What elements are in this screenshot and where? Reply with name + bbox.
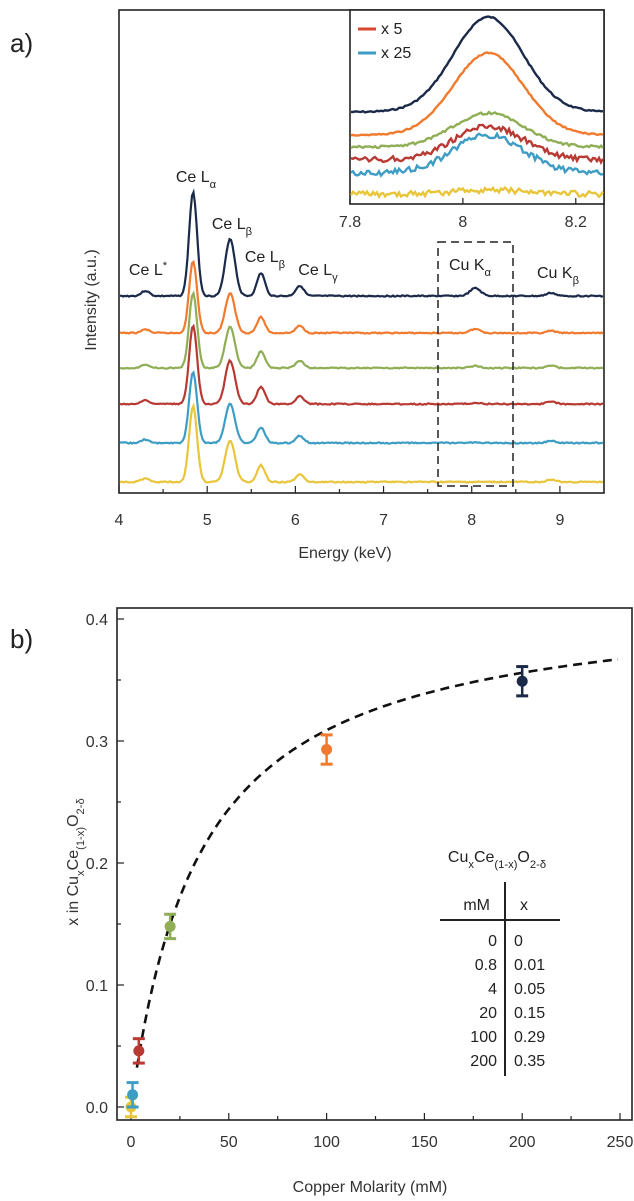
x-tick-label: 4 [115,512,124,529]
cu-ka-region-box [437,241,514,487]
panel-b-data-points [125,665,529,1119]
panel-a-x-axis-title: Energy (keV) [298,545,391,562]
x-tick-label: 9 [555,512,564,529]
panel-a-peak-labels: Ce L* Ce Lα Ce Lβ Ce Lβ Ce Lγ Cu Kα Cu Kβ [129,169,579,287]
peak-label: Ce Lγ [298,262,338,284]
table-cell-x: 0 [514,933,523,950]
data-point [132,1037,145,1065]
peak-label: Ce Lα [176,169,217,191]
inset-spectrum-line [350,123,605,166]
table-title: CuxCe(1-x)O2-δ [448,849,546,871]
panel-b-y-axis-title: x in CuxCe(1-x)O2-δ [65,798,87,925]
panel-a-x-ticks: 4 5 6 7 8 9 [115,486,564,529]
inset-spectrum-line [349,185,605,200]
peak-label: Ce Lβ [245,249,285,271]
table-cell-x: 0.15 [514,1005,545,1022]
y-tick-label: 0.3 [86,734,108,751]
table-cell-mM: 0 [488,933,497,950]
panel-b-label: b) [10,624,33,654]
inset-x-ticks: 7.8 8 8.2 [339,198,587,231]
peak-label: Cu Kα [449,257,492,279]
peak-label: Ce Lβ [212,216,252,238]
table-cell-mM: 4 [488,981,497,998]
inset-spectrum-line [350,131,604,178]
data-point [516,665,529,698]
peak-label: Cu Kβ [537,265,579,287]
spectrum-line [120,370,604,445]
table-cell-mM: 20 [479,1005,497,1022]
inset-legend: x 5 x 25 [358,21,411,62]
data-point [164,912,177,941]
x-tick-label: 7 [379,512,388,529]
fit-curve [135,658,619,1068]
spectrum-line [119,323,604,406]
y-tick-label: 0.1 [86,978,108,995]
panel-b-x-ticks: 0 50 100 150 200 250 [127,1113,634,1151]
table-cell-mM: 0.8 [475,957,497,974]
x-tick-label: 100 [313,1134,340,1151]
panel-a-spectra [119,188,604,484]
composition-table: CuxCe(1-x)O2-δ mM x 0 0 0.8 0.01 4 0.05 20 0.15 100… [440,849,560,1076]
inset-legend-label: x 25 [381,45,411,62]
table-cell-x: 0.01 [514,957,545,974]
inset-legend-label: x 5 [381,21,402,38]
inset-spectrum-line [350,110,604,150]
inset-x-tick-label: 7.8 [339,214,361,231]
data-point [126,1081,139,1109]
peak-label: Ce L* [129,260,168,279]
y-tick-label: 0.2 [86,856,108,873]
spectrum-line [119,402,604,484]
table-header-mM: mM [463,897,490,914]
table-cell-x: 0.29 [514,1029,545,1046]
x-tick-label: 6 [291,512,300,529]
table-cell-x: 0.05 [514,981,545,998]
spectrum-line [119,259,604,335]
panel-b-y-ticks: 0.0 0.1 0.2 0.3 0.4 [86,612,124,1117]
y-tick-label: 0.4 [86,612,108,629]
inset-x-tick-label: 8 [458,214,467,231]
spectrum-line [119,188,604,298]
inset-spectra [349,15,605,200]
data-point [320,733,333,766]
x-tick-label: 200 [509,1134,536,1151]
inset-spectrum-line [350,15,604,114]
x-tick-label: 8 [467,512,476,529]
x-tick-label: 0 [127,1134,136,1151]
table-header-x: x [520,897,528,914]
table-cell-mM: 100 [470,1029,497,1046]
y-tick-label: 0.0 [86,1100,108,1117]
x-tick-label: 150 [411,1134,438,1151]
inset-frame [349,9,605,205]
inset-x-tick-label: 8.2 [565,214,587,231]
panel-a-label: a) [10,28,33,58]
panel-b-frame [116,607,633,1121]
panel-a-y-axis-title: Intensity (a.u.) [83,249,100,350]
panel-b-x-axis-title: Copper Molarity (mM) [293,1179,448,1196]
x-tick-label: 5 [203,512,212,529]
table-cell-mM: 200 [470,1053,497,1070]
x-tick-label: 50 [220,1134,238,1151]
table-cell-x: 0.35 [514,1053,545,1070]
x-tick-label: 250 [607,1134,634,1151]
spectrum-line [120,290,604,370]
inset-spectrum-line [350,51,604,137]
